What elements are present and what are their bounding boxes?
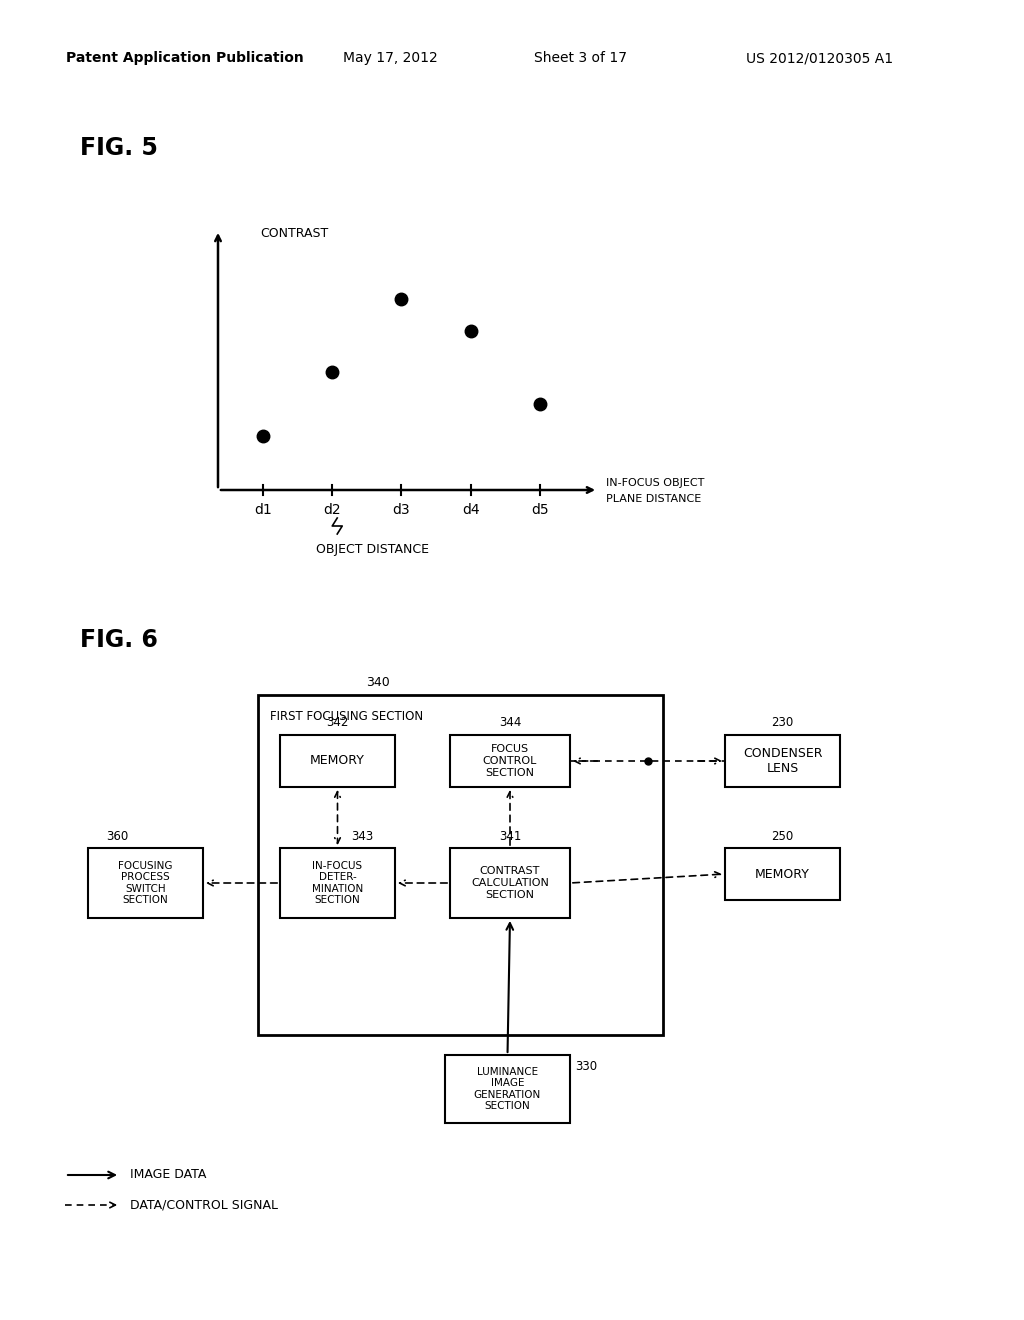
Text: Sheet 3 of 17: Sheet 3 of 17 bbox=[534, 51, 627, 65]
Text: 250: 250 bbox=[771, 829, 794, 842]
Text: d5: d5 bbox=[531, 503, 549, 517]
Text: PLANE DISTANCE: PLANE DISTANCE bbox=[606, 494, 701, 504]
Text: FIG. 6: FIG. 6 bbox=[80, 628, 158, 652]
Text: 344: 344 bbox=[499, 717, 521, 730]
Text: 343: 343 bbox=[351, 829, 374, 842]
Text: 340: 340 bbox=[367, 676, 390, 689]
Text: IN-FOCUS
DETER-
MINATION
SECTION: IN-FOCUS DETER- MINATION SECTION bbox=[312, 861, 364, 906]
Bar bbox=[450, 735, 570, 787]
Bar bbox=[725, 735, 840, 787]
Bar bbox=[88, 847, 203, 917]
Text: 360: 360 bbox=[106, 829, 129, 842]
Text: d1: d1 bbox=[254, 503, 272, 517]
Text: LUMINANCE
IMAGE
GENERATION
SECTION: LUMINANCE IMAGE GENERATION SECTION bbox=[474, 1067, 541, 1111]
Text: CONTRAST: CONTRAST bbox=[260, 227, 329, 240]
Bar bbox=[450, 847, 570, 917]
Text: FOCUSING
PROCESS
SWITCH
SECTION: FOCUSING PROCESS SWITCH SECTION bbox=[118, 861, 173, 906]
Bar bbox=[280, 735, 395, 787]
Text: IN-FOCUS OBJECT: IN-FOCUS OBJECT bbox=[606, 478, 705, 488]
Text: MEMORY: MEMORY bbox=[310, 755, 365, 767]
Text: US 2012/0120305 A1: US 2012/0120305 A1 bbox=[746, 51, 894, 65]
Text: FIRST FOCUSING SECTION: FIRST FOCUSING SECTION bbox=[270, 710, 423, 723]
Text: IMAGE DATA: IMAGE DATA bbox=[130, 1168, 207, 1181]
Text: DATA/CONTROL SIGNAL: DATA/CONTROL SIGNAL bbox=[130, 1199, 278, 1212]
Text: Patent Application Publication: Patent Application Publication bbox=[67, 51, 304, 65]
Text: FIG. 5: FIG. 5 bbox=[80, 136, 158, 160]
Text: May 17, 2012: May 17, 2012 bbox=[343, 51, 437, 65]
Bar bbox=[445, 1055, 570, 1123]
Text: 342: 342 bbox=[327, 717, 349, 730]
Bar bbox=[258, 696, 663, 1035]
Text: 330: 330 bbox=[575, 1060, 597, 1073]
Text: MEMORY: MEMORY bbox=[755, 867, 810, 880]
Text: 230: 230 bbox=[771, 717, 794, 730]
Text: d3: d3 bbox=[392, 503, 411, 517]
Text: FOCUS
CONTROL
SECTION: FOCUS CONTROL SECTION bbox=[482, 744, 538, 777]
Bar bbox=[725, 847, 840, 900]
Bar bbox=[280, 847, 395, 917]
Text: 341: 341 bbox=[499, 829, 521, 842]
Text: CONDENSER
LENS: CONDENSER LENS bbox=[742, 747, 822, 775]
Text: CONTRAST
CALCULATION
SECTION: CONTRAST CALCULATION SECTION bbox=[471, 866, 549, 900]
Text: d2: d2 bbox=[324, 503, 341, 517]
Text: d4: d4 bbox=[462, 503, 479, 517]
Text: OBJECT DISTANCE: OBJECT DISTANCE bbox=[315, 544, 429, 557]
